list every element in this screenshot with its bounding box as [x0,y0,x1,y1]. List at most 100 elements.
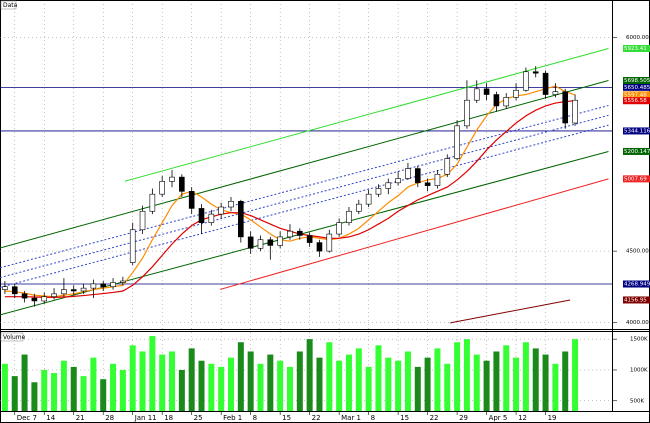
volume-bar [188,348,195,411]
chart-title: Data [3,2,18,9]
price-label-box [623,44,650,52]
volume-bar [355,348,362,411]
price-label-box [623,83,650,91]
volume-bar [493,351,500,411]
candle-body [2,286,8,290]
trendline [124,48,609,182]
price-label: 5200.1478 [624,149,650,155]
y-tick-label: 4000.00 [626,320,649,326]
x-tick-label: 22 [430,414,439,422]
candle-body [100,283,107,288]
candle-body [414,168,421,184]
candle-body [464,99,470,127]
x-tick-label: 15 [400,414,409,422]
candle-body [267,239,274,246]
title-box [0,332,24,342]
price-label-box [623,127,650,135]
x-tick-label: 28 [105,414,114,422]
candle-body [503,97,510,107]
volume-bar [444,363,451,411]
candle-body [228,201,234,208]
x-tick-label: Jan 11 [134,414,157,422]
volume-bar [296,351,303,411]
volume-bar [424,357,431,411]
candle-body [444,158,451,175]
candle-body [218,206,224,215]
price-plot [0,1,612,329]
volume-bar [454,342,461,411]
volume-bar [80,376,87,411]
candle-body [532,71,539,74]
volume-bar [572,339,579,411]
candle-body [316,242,323,252]
x-tick-label: 25 [194,414,203,422]
volume-bar [336,360,343,411]
y-tick-label: 6000.00 [626,35,649,41]
x-tick-label: Mar 1 [341,414,361,422]
candle-body [355,203,362,212]
volume-bar [129,345,136,411]
volume-bar [395,360,402,411]
price-label-box [623,77,650,85]
candle-body [287,230,293,238]
y-tick-label: 1000K [630,367,648,373]
moving-average [4,85,576,298]
trendline [0,150,609,316]
volume-title: Volume [3,334,26,341]
price-label-box [623,91,650,99]
trendline [0,105,609,269]
volume-bar [286,366,293,411]
price-label: 5698.5056 [624,78,650,84]
x-tick-label: 8 [371,414,375,422]
volume-bar [483,360,490,411]
candle-body [562,91,569,124]
y-tick-label: 500K [630,398,644,404]
price-label: 5007.69 [624,176,647,182]
candle-body [70,289,77,292]
volume-bar [90,357,97,411]
price-label: 5597.48 [624,92,647,98]
volume-bar [149,336,156,411]
volume-bar [326,342,333,411]
candle-body [257,239,264,249]
x-tick-label: 12 [518,414,527,422]
volume-bar [169,351,176,411]
x-tick-label: 14 [46,414,55,422]
volume-bar [159,354,166,411]
candle-body [21,293,28,299]
candle-body [179,176,185,192]
candle-body [552,91,559,95]
volume-bar [542,354,549,411]
candle-body [277,236,283,246]
price-label-box [623,175,650,183]
volume-bar [100,379,107,411]
price-label: 4268.9496 [624,282,650,288]
volume-bar [110,363,117,411]
candle-body [473,88,480,101]
volume-bar [11,376,18,411]
volume-bar [198,360,205,411]
x-tick-label: 21 [76,414,85,422]
volume-bar [522,342,529,411]
candle-body [346,210,352,223]
trendline [0,114,609,279]
y-tick-label: 1500K [630,337,648,343]
candle-body [542,72,549,95]
candle-body [51,293,57,297]
price-label-box [623,280,650,288]
candle-body [188,191,195,209]
candle-body [247,236,254,249]
price-label-box [623,97,650,105]
trendline [0,124,609,288]
volume-bar [237,342,244,411]
x-tick-label: 15 [282,414,291,422]
candle-body [159,181,165,195]
candle-body [513,89,519,98]
x-tick-label: 8 [253,414,257,422]
x-tick-label: 18 [164,414,173,422]
volume-bar [306,339,313,411]
candle-body [41,296,48,302]
candle-body [149,193,156,212]
x-tick-label: Feb 1 [223,414,242,422]
